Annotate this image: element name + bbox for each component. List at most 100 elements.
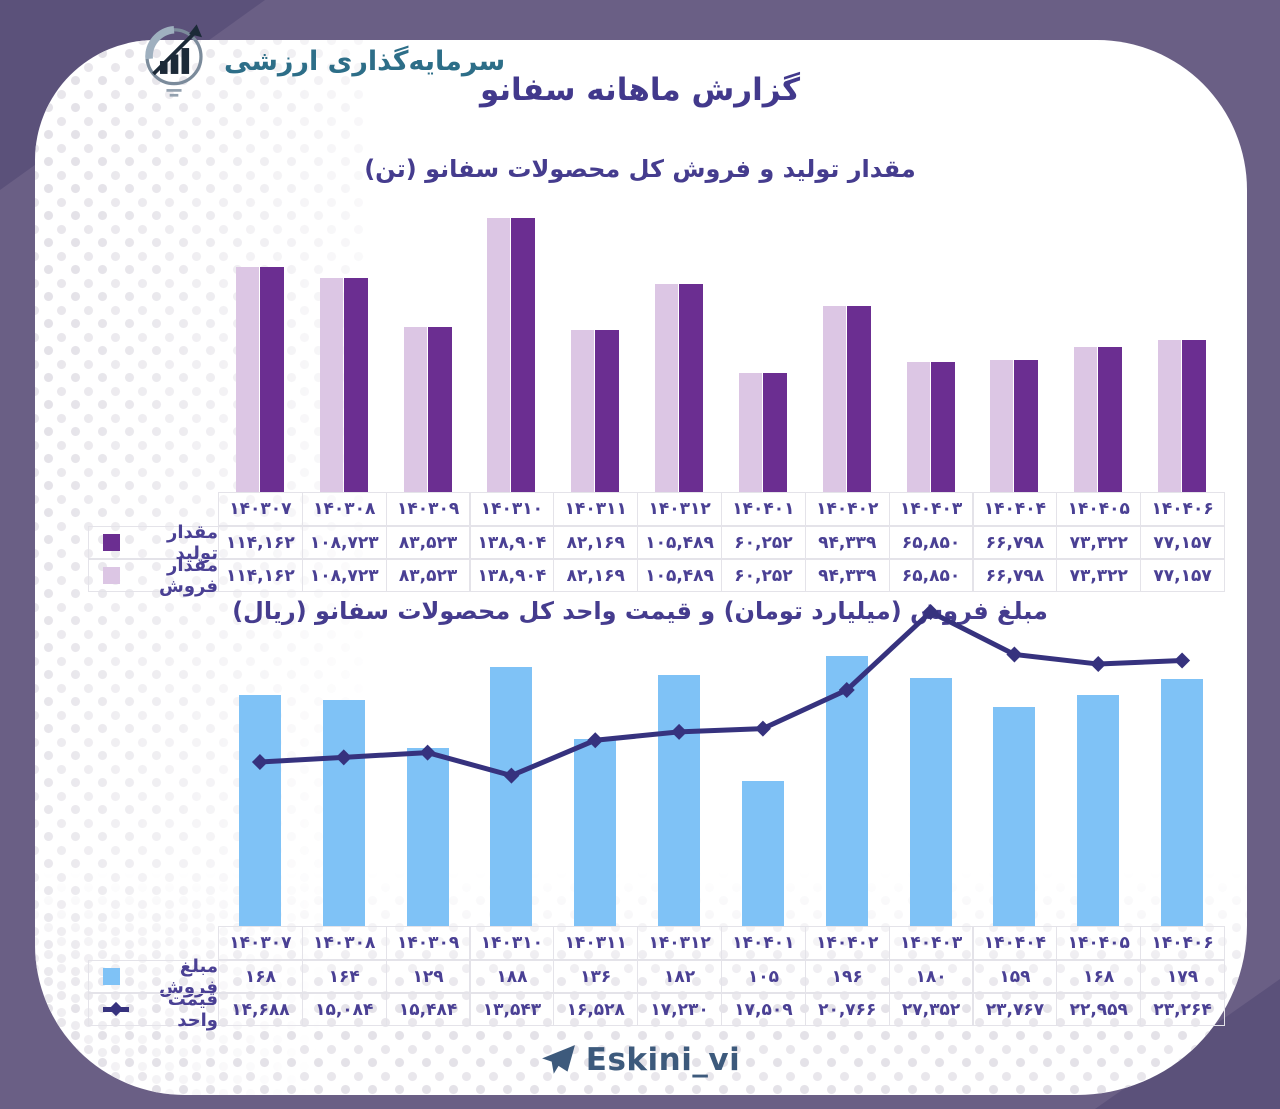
value-cell: ۱۰۸,۷۲۳ (301, 559, 387, 592)
chart1-title: مقدار تولید و فروش کل محصولات سفانو (تن) (364, 155, 916, 183)
legend-cell: قیمت واحد (88, 989, 219, 1031)
month-header-cell: ۱۴۰۴۰۲ (804, 926, 890, 960)
sales-amount-bar (1161, 679, 1204, 926)
value-cell: ۱۱۴,۱۶۲ (218, 526, 303, 559)
value-cell: ۱۷۹ (1140, 960, 1225, 993)
production-bar (1014, 360, 1039, 492)
month-header-cell: ۱۴۰۴۰۶ (1140, 926, 1225, 960)
value-cell: ۱۲۹ (385, 960, 471, 993)
month-header-cell: ۱۴۰۴۰۳ (888, 492, 974, 526)
month-header-cell: ۱۴۰۴۰۵ (1056, 492, 1142, 526)
unit-price-marker (1090, 656, 1107, 673)
value-cell: ۷۳,۳۲۲ (1056, 526, 1142, 559)
value-cell: ۱۹۶ (804, 960, 890, 993)
value-cell: ۱۸۲ (637, 960, 722, 993)
month-header-cell: ۱۴۰۴۰۴ (972, 926, 1058, 960)
telegram-icon (541, 1045, 575, 1074)
unit-price-marker (1174, 652, 1191, 669)
unit-price-marker (1006, 646, 1023, 663)
sales-amount-bar (238, 694, 281, 926)
value-cell: ۹۴,۳۳۹ (804, 559, 890, 592)
month-header-cell: ۱۴۰۳۱۰ (469, 926, 555, 960)
sales-amount-bar (658, 675, 701, 926)
month-header-cell: ۱۴۰۴۰۶ (1140, 492, 1225, 526)
value-cell: ۱۳۶ (553, 960, 639, 993)
value-cell: ۲۳,۷۶۷ (972, 993, 1058, 1026)
value-cell: ۱۳۸,۹۰۴ (469, 559, 555, 592)
sales-qty-bar (319, 277, 343, 492)
unit-price-marker (754, 720, 771, 737)
sales-amount-bar (406, 748, 449, 926)
production-bar (930, 362, 955, 492)
value-cell: ۷۷,۱۵۷ (1140, 526, 1225, 559)
month-header-cell: ۱۴۰۴۰۲ (804, 492, 890, 526)
value-cell: ۲۷,۳۵۲ (888, 993, 974, 1026)
sales-amount-bar (574, 738, 617, 926)
month-header-cell: ۱۴۰۳۰۹ (385, 926, 471, 960)
value-cell: ۶۶,۷۹۸ (972, 526, 1058, 559)
sales-qty-bar (1074, 347, 1098, 492)
value-cell: ۱۳,۵۴۳ (469, 993, 555, 1026)
month-header-cell: ۱۴۰۴۰۱ (721, 492, 806, 526)
sales-amount-bar (322, 700, 365, 926)
sales-qty-bar (487, 218, 511, 492)
month-header-cell: ۱۴۰۳۰۷ (218, 926, 303, 960)
value-cell: ۲۲,۹۵۹ (1056, 993, 1142, 1026)
sales-amount-bar (909, 678, 952, 926)
value-cell: ۱۸۰ (888, 960, 974, 993)
value-cell: ۲۳,۲۶۴ (1140, 993, 1225, 1026)
value-cell: ۱۴,۶۸۸ (218, 993, 303, 1026)
value-cell: ۱۰۸,۷۲۳ (301, 526, 387, 559)
production-bar (679, 283, 704, 492)
value-cell: ۱۶۸ (1056, 960, 1142, 993)
value-cell: ۸۳,۵۲۳ (385, 559, 471, 592)
chart2-title: مبلغ فروش (میلیارد تومان) و قیمت واحد کل… (232, 597, 1048, 625)
value-cell: ۹۴,۳۳۹ (804, 526, 890, 559)
production-bar (1098, 347, 1123, 492)
diamond-marker-icon (108, 1001, 124, 1017)
footer-handle: Eskini_vi (585, 1042, 741, 1078)
legend-label: مقدار فروش (158, 554, 218, 597)
month-header-cell: ۱۴۰۳۱۱ (553, 926, 639, 960)
production-bar (511, 218, 536, 492)
production-bar (762, 373, 787, 492)
value-cell: ۸۳,۵۲۳ (385, 526, 471, 559)
month-header-cell: ۱۴۰۳۱۰ (469, 492, 555, 526)
sales-amount-bar (490, 667, 533, 926)
sales-qty-bar (738, 373, 762, 492)
value-cell: ۱۸۸ (469, 960, 555, 993)
month-header-cell: ۱۴۰۳۱۱ (553, 492, 639, 526)
legend-color-chip (103, 567, 120, 584)
production-bar (343, 277, 368, 492)
month-header-cell: ۱۴۰۴۰۵ (1056, 926, 1142, 960)
production-bar (846, 305, 871, 492)
legend-color-chip (103, 534, 120, 551)
unit-price-polyline (259, 609, 1183, 779)
value-cell: ۱۰۵,۴۸۹ (637, 526, 722, 559)
value-cell: ۶۵,۸۵۰ (888, 559, 974, 592)
month-header-cell: ۱۴۰۴۰۳ (888, 926, 974, 960)
month-header-cell: ۱۴۰۳۰۸ (301, 492, 387, 526)
month-header-cell: ۱۴۰۳۰۸ (301, 926, 387, 960)
sales-qty-bar (906, 362, 930, 492)
production-bar (259, 266, 284, 492)
month-header-cell: ۱۴۰۴۰۱ (721, 926, 806, 960)
value-cell: ۱۶,۵۲۸ (553, 993, 639, 1026)
value-cell: ۱۳۸,۹۰۴ (469, 526, 555, 559)
sales-amount-bar (1077, 694, 1120, 926)
value-cell: ۱۰۵ (721, 960, 806, 993)
value-cell: ۶۵,۸۵۰ (888, 526, 974, 559)
legend-color-chip (103, 968, 120, 985)
production-bar (427, 327, 452, 492)
month-header-cell: ۱۴۰۳۰۷ (218, 492, 303, 526)
sales-amount-bar (741, 781, 784, 926)
value-cell: ۸۲,۱۶۹ (553, 526, 639, 559)
value-cell: ۱۷,۵۰۹ (721, 993, 806, 1026)
value-cell: ۷۳,۳۲۲ (1056, 559, 1142, 592)
value-cell: ۶۶,۷۹۸ (972, 559, 1058, 592)
value-cell: ۱۵,۰۸۴ (301, 993, 387, 1026)
month-header-cell: ۱۴۰۳۱۲ (637, 926, 722, 960)
sales-qty-bar (822, 305, 846, 492)
